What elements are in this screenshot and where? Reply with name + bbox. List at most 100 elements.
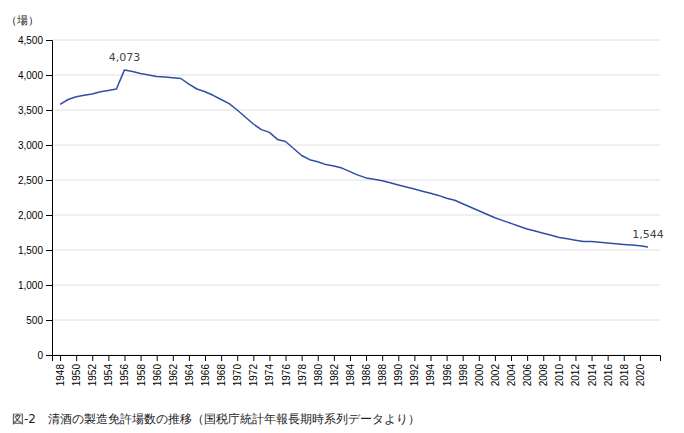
y-tick: 4,500 xyxy=(18,35,52,46)
x-tick-label: 1958 xyxy=(136,364,147,387)
y-tick-mark xyxy=(46,250,52,251)
x-tick-mark xyxy=(318,355,319,361)
y-tick: 3,500 xyxy=(18,105,52,116)
x-tick: 1992 xyxy=(409,355,420,386)
x-tick: 1964 xyxy=(184,355,195,386)
x-tick: 1954 xyxy=(103,355,114,386)
x-tick: 1956 xyxy=(119,355,130,386)
y-tick-mark xyxy=(46,320,52,321)
x-tick-mark xyxy=(527,355,528,361)
annotation: 1,544 xyxy=(632,228,664,241)
y-tick-label: 4,500 xyxy=(18,35,43,46)
x-axis-line xyxy=(53,356,661,362)
y-tick-label: 3,500 xyxy=(18,105,43,116)
x-tick: 1972 xyxy=(248,355,259,386)
x-tick-mark xyxy=(173,355,174,361)
x-tick-mark xyxy=(237,355,238,361)
x-tick-mark xyxy=(157,355,158,361)
x-tick: 1968 xyxy=(216,355,227,386)
x-tick: 1948 xyxy=(55,355,66,386)
x-tick: 1988 xyxy=(377,355,388,386)
y-tick: 500 xyxy=(26,315,52,326)
y-tick-mark xyxy=(46,180,52,181)
x-tick: 2002 xyxy=(490,355,501,386)
x-tick-mark xyxy=(269,355,270,361)
x-tick: 1990 xyxy=(393,355,404,386)
y-tick: 2,000 xyxy=(18,210,52,221)
x-tick-label: 1976 xyxy=(281,364,292,387)
x-tick-mark xyxy=(511,355,512,361)
x-tick-mark xyxy=(141,355,142,361)
x-tick: 2020 xyxy=(635,355,646,386)
x-tick-mark xyxy=(495,355,496,361)
x-tick: 1980 xyxy=(313,355,324,386)
x-tick-label: 1954 xyxy=(103,364,114,387)
x-tick-label: 1996 xyxy=(442,364,453,387)
x-tick-mark xyxy=(253,355,254,361)
x-tick-mark xyxy=(221,355,222,361)
y-tick: 2,500 xyxy=(18,175,52,186)
x-tick-label: 2014 xyxy=(587,364,598,387)
y-tick-label: 3,000 xyxy=(18,140,43,151)
x-tick: 2006 xyxy=(522,355,533,386)
x-tick-label: 1952 xyxy=(87,364,98,387)
x-tick-label: 1984 xyxy=(345,364,356,387)
x-tick-label: 1992 xyxy=(409,364,420,387)
grid-line xyxy=(52,215,660,216)
x-tick-label: 1978 xyxy=(297,364,308,387)
x-tick: 1966 xyxy=(200,355,211,386)
x-tick-label: 1974 xyxy=(264,364,275,387)
x-tick-label: 1956 xyxy=(119,364,130,387)
x-axis: 1948195019521954195619581960196219641966… xyxy=(53,355,661,386)
chart: 1948195019521954195619581960196219641966… xyxy=(0,0,684,433)
title: 図-2 清酒の製造免許場数の推移（国税庁統計年報長期時系列データより） xyxy=(12,412,420,426)
grid xyxy=(52,40,660,355)
x-tick: 1960 xyxy=(152,355,163,386)
x-tick-mark xyxy=(608,355,609,361)
y-tick: 1,000 xyxy=(18,280,52,291)
y-tick-mark xyxy=(46,40,52,41)
grid-line xyxy=(52,250,660,251)
x-tick-label: 2004 xyxy=(506,364,517,387)
annotation: 4,073 xyxy=(109,51,141,64)
y-tick-label: 2,500 xyxy=(18,175,43,186)
x-tick-label: 2006 xyxy=(522,364,533,387)
x-tick-label: 2018 xyxy=(619,364,630,387)
grid-line xyxy=(52,145,660,146)
x-tick-label: 1980 xyxy=(313,364,324,387)
x-tick-label: 1960 xyxy=(152,364,163,387)
x-tick-label: 1964 xyxy=(184,364,195,387)
x-tick-mark xyxy=(76,355,77,361)
y-tick-mark xyxy=(46,285,52,286)
grid-line xyxy=(52,40,660,41)
y-tick-label: 1,000 xyxy=(18,280,43,291)
x-tick: 1984 xyxy=(345,355,356,386)
x-tick: 1998 xyxy=(458,355,469,386)
x-tick-mark xyxy=(624,355,625,361)
y-axis-title: （場） xyxy=(6,14,39,27)
x-tick-label: 1998 xyxy=(458,364,469,387)
y-axis-line xyxy=(46,41,53,356)
x-tick-label: 2016 xyxy=(603,364,614,387)
x-tick-mark xyxy=(60,355,61,361)
x-tick-label: 1986 xyxy=(361,364,372,387)
x-tick-mark xyxy=(382,355,383,361)
x-tick-label: 1950 xyxy=(71,364,82,387)
x-tick-mark xyxy=(479,355,480,361)
x-tick-label: 1968 xyxy=(216,364,227,387)
x-tick: 1974 xyxy=(264,355,275,386)
x-tick-mark xyxy=(398,355,399,361)
x-tick: 2018 xyxy=(619,355,630,386)
x-tick-label: 2012 xyxy=(570,364,581,387)
x-tick-label: 2010 xyxy=(554,364,565,387)
y-tick: 0 xyxy=(37,350,52,361)
x-tick: 2012 xyxy=(570,355,581,386)
x-tick: 1996 xyxy=(442,355,453,386)
x-tick-mark xyxy=(447,355,448,361)
x-tick: 1958 xyxy=(136,355,147,386)
x-tick-label: 2020 xyxy=(635,364,646,387)
y-tick-label: 2,000 xyxy=(18,210,43,221)
x-tick: 1976 xyxy=(281,355,292,386)
x-tick: 1952 xyxy=(87,355,98,386)
x-tick-mark xyxy=(124,355,125,361)
